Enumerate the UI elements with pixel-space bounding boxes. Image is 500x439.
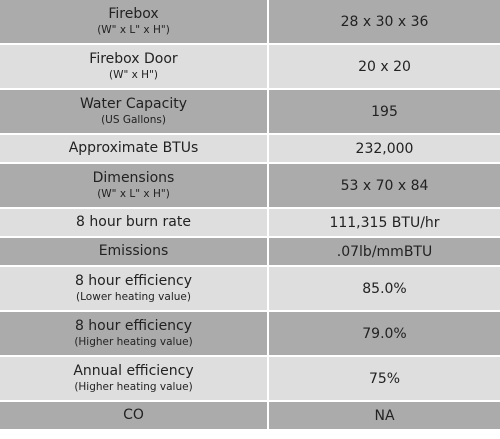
value-cell: 28 x 30 x 36 (269, 0, 500, 43)
value: 79.0% (362, 325, 407, 342)
label: Dimensions (92, 170, 175, 186)
label: 8 hour burn rate (76, 214, 191, 230)
label: Firebox (108, 6, 159, 22)
label: Water Capacity (79, 96, 188, 112)
value-cell: 85.0% (269, 267, 500, 310)
label: 8 hour efficiency (74, 273, 193, 289)
value: 111,315 BTU/hr (329, 214, 440, 231)
value: 232,000 (355, 140, 414, 157)
value: 75% (368, 370, 401, 387)
value-cell: NA (269, 402, 500, 429)
label: Approximate BTUs (68, 140, 199, 156)
value-cell: 53 x 70 x 84 (269, 164, 500, 207)
value-cell: 79.0% (269, 312, 500, 355)
value: NA (374, 407, 395, 424)
value: 195 (371, 103, 398, 120)
label-cell: Water Capacity (US Gallons) (0, 90, 267, 133)
label-cell: 8 hour burn rate (0, 209, 267, 236)
label-cell: Dimensions (W" x L" x H") (0, 164, 267, 207)
label-cell: Annual efficiency (Higher heating value) (0, 357, 267, 400)
value-cell: 195 (269, 90, 500, 133)
value-cell: 111,315 BTU/hr (269, 209, 500, 236)
label: 8 hour efficiency (74, 318, 193, 334)
label-cell: Approximate BTUs (0, 135, 267, 162)
value: .07lb/mmBTU (336, 243, 433, 260)
label-cell: CO (0, 402, 267, 429)
label-cell: Firebox (W" x L" x H") (0, 0, 267, 43)
sublabel: (W" x L" x H") (97, 188, 170, 200)
value: 20 x 20 (358, 58, 411, 75)
sublabel: (Higher heating value) (74, 381, 193, 393)
value: 85.0% (362, 280, 407, 297)
sublabel: (US Gallons) (101, 114, 166, 126)
label-cell: 8 hour efficiency (Higher heating value) (0, 312, 267, 355)
value-cell: 232,000 (269, 135, 500, 162)
value-cell: 75% (269, 357, 500, 400)
sublabel: (Lower heating value) (76, 291, 191, 303)
label: Annual efficiency (73, 363, 194, 379)
value: 53 x 70 x 84 (340, 177, 429, 194)
label: Firebox Door (89, 51, 178, 67)
label-cell: Emissions (0, 238, 267, 265)
label-cell: Firebox Door (W" x H") (0, 45, 267, 88)
value-cell: .07lb/mmBTU (269, 238, 500, 265)
label-cell: 8 hour efficiency (Lower heating value) (0, 267, 267, 310)
label: Emissions (98, 243, 169, 259)
value-cell: 20 x 20 (269, 45, 500, 88)
label: CO (123, 407, 144, 423)
sublabel: (W" x H") (108, 69, 159, 81)
value: 28 x 30 x 36 (340, 13, 429, 30)
sublabel: (W" x L" x H") (97, 24, 170, 36)
spec-table: Firebox (W" x L" x H") 28 x 30 x 36 Firebox… (0, 0, 500, 429)
sublabel: (Higher heating value) (74, 336, 193, 348)
